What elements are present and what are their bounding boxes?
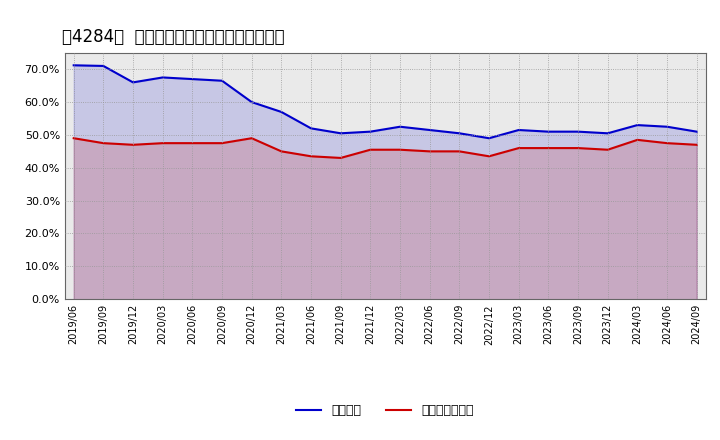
Line: 固定長期適合率: 固定長期適合率 (73, 138, 697, 158)
固定比率 (248, 99, 256, 105)
固定長期適合率 (574, 146, 582, 151)
固定長期適合率 (366, 147, 374, 152)
固定長期適合率 (544, 146, 553, 151)
固定長期適合率 (662, 140, 671, 146)
固定比率 (662, 124, 671, 129)
固定比率 (307, 126, 315, 131)
固定長期適合率 (693, 142, 701, 147)
固定比率 (336, 131, 345, 136)
固定比率 (277, 109, 286, 114)
固定比率 (514, 127, 523, 132)
固定比率 (693, 129, 701, 134)
固定比率 (396, 124, 405, 129)
固定比率 (366, 129, 374, 134)
固定長期適合率 (603, 147, 612, 152)
固定比率 (426, 127, 434, 132)
Text: ［4284］  固定比率、固定長期適合率の推移: ［4284］ 固定比率、固定長期適合率の推移 (62, 28, 284, 46)
固定長期適合率 (307, 154, 315, 159)
Line: 固定比率: 固定比率 (73, 65, 697, 138)
固定比率 (188, 77, 197, 82)
固定長期適合率 (633, 137, 642, 143)
固定長期適合率 (129, 142, 138, 147)
固定比率 (633, 122, 642, 128)
固定長期適合率 (69, 136, 78, 141)
固定比率 (544, 129, 553, 134)
固定長期適合率 (99, 140, 108, 146)
固定長期適合率 (396, 147, 405, 152)
固定長期適合率 (455, 149, 464, 154)
固定長期適合率 (277, 149, 286, 154)
固定比率 (129, 80, 138, 85)
固定長期適合率 (188, 140, 197, 146)
固定長期適合率 (514, 146, 523, 151)
固定比率 (99, 63, 108, 69)
固定比率 (158, 75, 167, 80)
固定比率 (603, 131, 612, 136)
固定比率 (485, 136, 493, 141)
固定長期適合率 (485, 154, 493, 159)
固定比率 (69, 62, 78, 68)
固定比率 (217, 78, 226, 83)
固定長期適合率 (426, 149, 434, 154)
固定比率 (455, 131, 464, 136)
固定長期適合率 (158, 140, 167, 146)
固定長期適合率 (248, 136, 256, 141)
固定比率 (574, 129, 582, 134)
固定長期適合率 (217, 140, 226, 146)
固定長期適合率 (336, 155, 345, 161)
Legend: 固定比率, 固定長期適合率: 固定比率, 固定長期適合率 (292, 399, 479, 422)
